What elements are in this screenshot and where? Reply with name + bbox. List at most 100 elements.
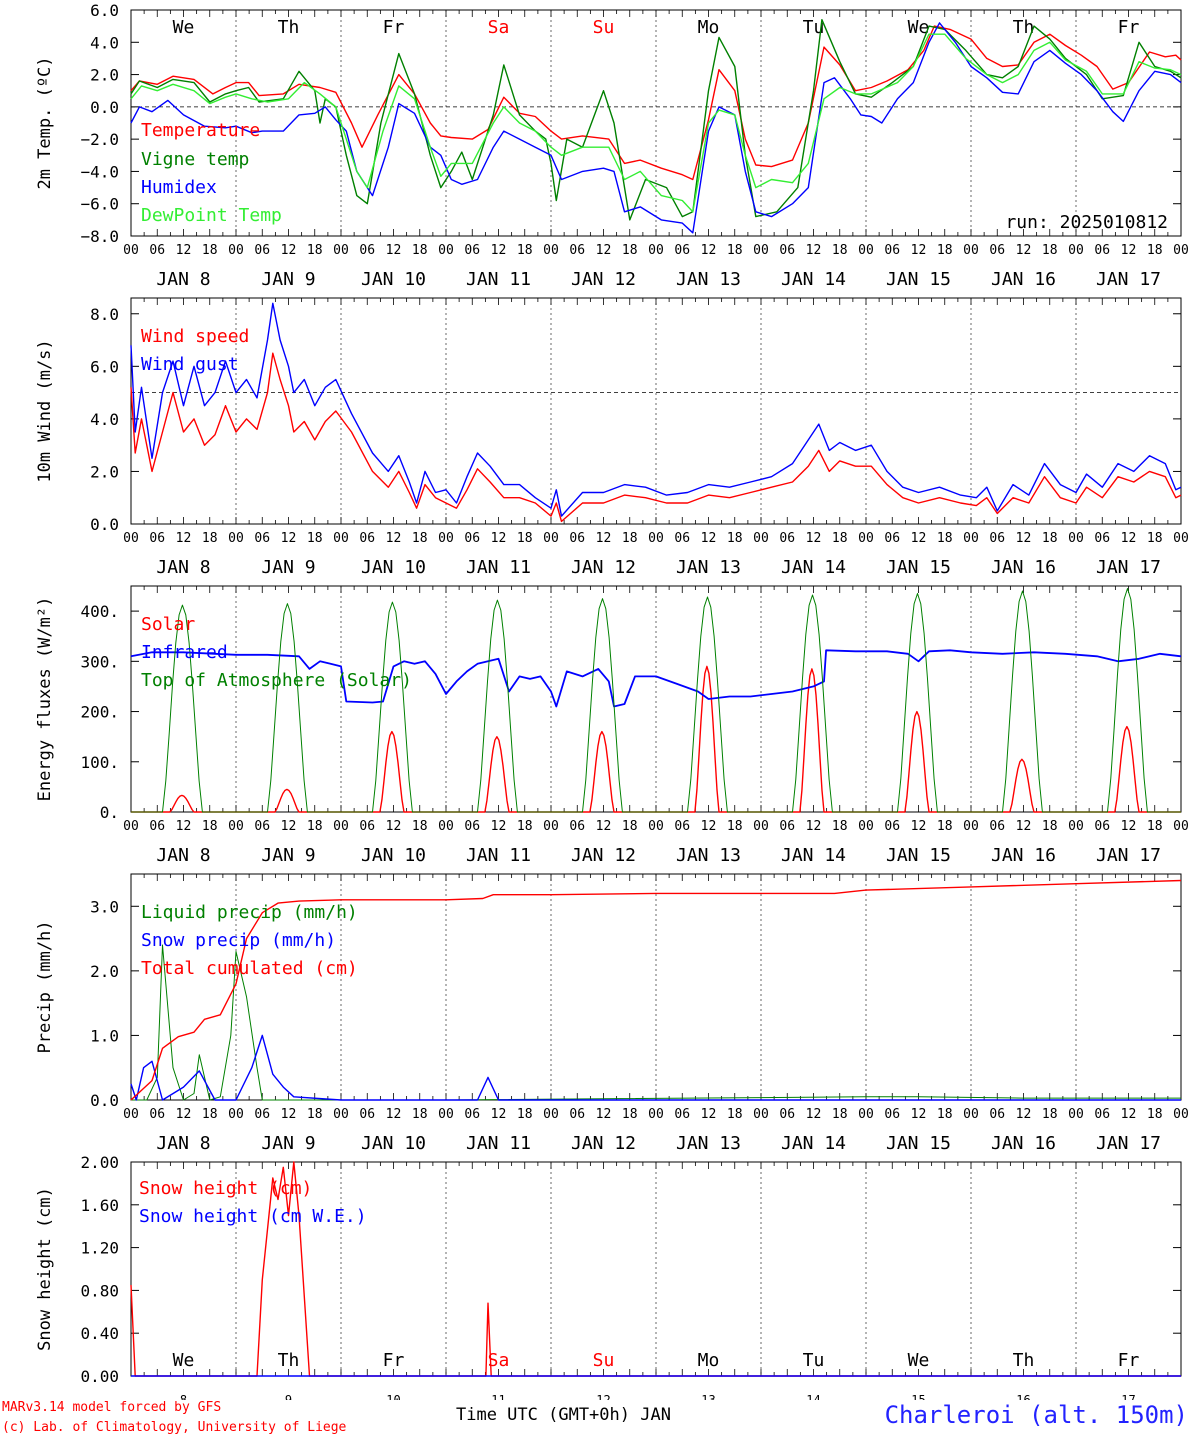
hour-tick-label: 00 xyxy=(1068,531,1084,546)
hour-tick-label: 18 xyxy=(832,243,848,258)
hour-tick-label: 06 xyxy=(674,531,690,546)
date-label: JAN 15 xyxy=(886,1133,951,1154)
hour-tick-label: 06 xyxy=(989,819,1005,834)
hour-tick-label: 06 xyxy=(884,1107,900,1122)
hour-tick-label: 00 xyxy=(648,819,664,834)
legend-entry: Top of Atmosphere (Solar) xyxy=(141,670,412,691)
y-tick-label: 8.0 xyxy=(90,305,119,324)
date-label: JAN 15 xyxy=(886,845,951,866)
series-line-infrared xyxy=(130,649,1182,708)
y-tick-label: 0.0 xyxy=(90,515,119,534)
weekday-label: Sa xyxy=(488,1350,510,1371)
hour-tick-label: 06 xyxy=(254,819,270,834)
hour-tick-label: 06 xyxy=(464,531,480,546)
date-label: JAN 9 xyxy=(261,269,315,290)
credit-line-1: MARv3.14 model forced by GFS xyxy=(2,1400,222,1415)
hour-tick-label: 06 xyxy=(569,243,585,258)
hour-tick-label: 06 xyxy=(1094,1107,1110,1122)
y-axis-label: 2m Temp. (ºC) xyxy=(35,56,55,189)
day-number-label: 9 xyxy=(285,1393,292,1400)
hour-tick-label: 00 xyxy=(228,531,244,546)
hour-tick-label: 12 xyxy=(911,531,927,546)
y-tick-label: −6.0 xyxy=(80,195,119,214)
hour-tick-label: 00 xyxy=(543,1107,559,1122)
hour-tick-label: 06 xyxy=(989,243,1005,258)
hour-tick-label: 12 xyxy=(596,819,612,834)
date-label: JAN 15 xyxy=(886,557,951,578)
date-label: JAN 17 xyxy=(1096,269,1161,290)
hour-tick-label: 00 xyxy=(753,531,769,546)
hour-tick-label: 12 xyxy=(1121,531,1137,546)
hour-tick-label: 18 xyxy=(307,819,323,834)
series-line-snow-precip-mm-h- xyxy=(130,1034,1181,1101)
hour-tick-label: 06 xyxy=(989,531,1005,546)
series-line-top-of-atmosphere-solar- xyxy=(131,588,1181,813)
hour-tick-label: 18 xyxy=(1147,531,1163,546)
x-axis-title: Time UTC (GMT+0h) JAN xyxy=(456,1405,671,1425)
hour-tick-label: 18 xyxy=(727,819,743,834)
plot-frame xyxy=(130,585,1182,813)
date-label: JAN 9 xyxy=(261,845,315,866)
hour-tick-label: 12 xyxy=(1121,243,1137,258)
hour-tick-label: 18 xyxy=(1042,531,1058,546)
hour-tick-label: 00 xyxy=(123,819,139,834)
hour-tick-label: 18 xyxy=(202,531,218,546)
hour-tick-label: 12 xyxy=(1016,819,1032,834)
hour-tick-label: 06 xyxy=(884,531,900,546)
date-label: JAN 8 xyxy=(156,845,210,866)
hour-tick-label: 12 xyxy=(596,243,612,258)
hour-tick-label: 12 xyxy=(491,243,507,258)
hour-tick-label: 06 xyxy=(149,531,165,546)
date-label: JAN 16 xyxy=(991,1133,1056,1154)
hour-tick-label: 18 xyxy=(1147,819,1163,834)
hour-tick-label: 12 xyxy=(491,819,507,834)
hour-tick-label: 06 xyxy=(1094,531,1110,546)
hour-tick-label: 00 xyxy=(543,819,559,834)
date-label: JAN 11 xyxy=(466,1133,531,1154)
station-title: Charleroi (alt. 150m) xyxy=(884,1401,1188,1429)
hour-tick-label: 00 xyxy=(858,819,874,834)
hour-tick-label: 00 xyxy=(438,1107,454,1122)
hour-tick-label: 06 xyxy=(674,819,690,834)
hour-tick-label: 12 xyxy=(386,243,402,258)
hour-tick-label: 00 xyxy=(123,1107,139,1122)
weekday-label: Mo xyxy=(698,17,720,38)
hour-tick-label: 12 xyxy=(911,243,927,258)
hour-tick-label: 18 xyxy=(937,819,953,834)
date-label: JAN 13 xyxy=(676,269,741,290)
day-number-label: 12 xyxy=(596,1393,610,1400)
date-label: JAN 14 xyxy=(781,845,846,866)
legend-entry: Liquid precip (mm/h) xyxy=(141,902,358,923)
hour-tick-label: 00 xyxy=(1173,819,1189,834)
hour-tick-label: 06 xyxy=(254,243,270,258)
hour-tick-label: 12 xyxy=(176,1107,192,1122)
y-tick-label: 100. xyxy=(80,753,119,772)
y-tick-label: −8.0 xyxy=(80,227,119,246)
weekday-label: Su xyxy=(593,1350,615,1371)
series-line-wind-gust xyxy=(130,302,1182,517)
hour-tick-label: 00 xyxy=(648,531,664,546)
legend-entry: Snow height (cm) xyxy=(139,1178,312,1199)
date-label: JAN 13 xyxy=(676,845,741,866)
panel-3: 400. 300. 200. 100. 0. Energy fluxes (W/m²) 00… xyxy=(35,585,1189,866)
y-tick-label: 6.0 xyxy=(90,357,119,376)
hour-tick-label: 00 xyxy=(438,243,454,258)
hour-tick-label: 12 xyxy=(281,531,297,546)
plot-frame xyxy=(130,297,1182,525)
hour-tick-label: 18 xyxy=(1147,243,1163,258)
hour-tick-label: 12 xyxy=(1016,531,1032,546)
hour-tick-label: 00 xyxy=(333,243,349,258)
date-label: JAN 12 xyxy=(571,845,636,866)
y-tick-label: 3.0 xyxy=(90,897,119,916)
hour-tick-label: 18 xyxy=(832,819,848,834)
hour-tick-label: 18 xyxy=(517,1107,533,1122)
legend-entry: Snow precip (mm/h) xyxy=(141,930,336,951)
hour-tick-label: 06 xyxy=(1094,243,1110,258)
hour-tick-label: 12 xyxy=(491,1107,507,1122)
y-tick-label: 0.40 xyxy=(80,1324,119,1343)
hour-tick-label: 00 xyxy=(123,243,139,258)
hour-tick-label: 12 xyxy=(701,243,717,258)
y-tick-label: 2.0 xyxy=(90,462,119,481)
legend-entry: Snow height (cm W.E.) xyxy=(139,1206,367,1227)
day-number-label: 8 xyxy=(180,1393,187,1400)
